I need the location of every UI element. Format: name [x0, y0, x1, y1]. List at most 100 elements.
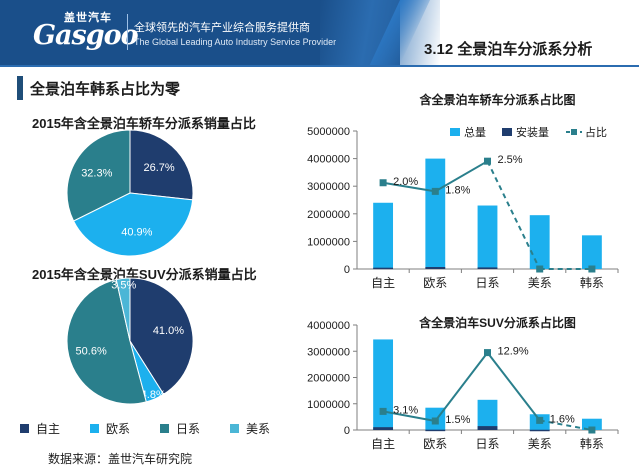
y-tick-label: 3000000: [307, 181, 350, 193]
bar-total: [477, 399, 498, 430]
share-marker: [379, 179, 387, 187]
pie-slice-label: 3.5%: [111, 279, 136, 291]
pie-slice-自主: [129, 129, 194, 201]
share-marker: [431, 417, 439, 425]
tagline-en: The Global Leading Auto Industry Service…: [134, 37, 337, 47]
pie-chart-suv: 41.0% 4.8% 50.6% 3.5%: [66, 277, 194, 405]
bar-installed: [529, 429, 550, 432]
share-data-label: 1.8%: [445, 184, 470, 196]
y-tick-label: 2000000: [307, 373, 350, 385]
bar-total: [373, 202, 394, 269]
legend-label: 欧系: [106, 422, 131, 436]
legend-swatch: [160, 424, 170, 433]
logo-cn-text: 盖世汽车: [64, 12, 112, 24]
share-line-segment: [382, 181, 436, 193]
pie-chart-2-title: 2015年含全景泊车SUV分派系销量占比: [32, 267, 257, 282]
y-tick-label: 3000000: [307, 346, 350, 358]
legend-label: 日系: [176, 422, 201, 436]
bar-chart-title: 含全景泊车SUV分派系占比图: [419, 315, 576, 330]
pie-slice-label: 50.6%: [76, 346, 107, 358]
data-source-note: 数据来源：盖世汽车研究院: [48, 452, 193, 466]
share-marker: [536, 416, 544, 424]
x-tick-label: 欧系: [423, 276, 447, 290]
x-tick-label: 自主: [371, 276, 395, 290]
legend-label-installed: 安装量: [516, 125, 549, 139]
y-tick-label: 5000000: [307, 126, 350, 138]
legend-label-total: 总量: [464, 125, 486, 139]
legend-swatch-installed: [502, 128, 512, 136]
y-tick-label: 4000000: [307, 154, 350, 166]
legend-marker-share: [571, 129, 577, 135]
bar-installed: [425, 429, 446, 432]
share-marker: [379, 407, 387, 415]
share-line-segment: [434, 160, 489, 193]
slide-title: 3.12 全景泊车分派系分析: [424, 41, 593, 58]
share-data-label: 1.5%: [445, 414, 470, 426]
share-line-segment: [486, 351, 541, 422]
legend-swatch: [20, 424, 29, 433]
pie-slice-日系: [66, 278, 147, 405]
x-tick-label: 自主: [371, 437, 395, 451]
pie-slice-美系: [115, 277, 131, 342]
bar-total: [529, 215, 550, 269]
legend-item: 欧系: [90, 420, 130, 437]
share-line-segment: [486, 160, 541, 270]
legend-label: 自主: [36, 422, 61, 436]
share-marker: [588, 426, 596, 434]
legend-label-share: 占比: [585, 125, 607, 139]
legend-item: 美系: [230, 420, 270, 437]
logo-divider: [127, 14, 128, 50]
share-marker: [588, 265, 596, 273]
share-data-label: 1.6%: [550, 413, 575, 425]
x-tick-label: 美系: [528, 437, 552, 451]
share-marker: [536, 265, 544, 273]
share-line-segment: [434, 351, 489, 422]
bar-installed: [373, 427, 394, 430]
pie-slice-label: 40.9%: [121, 226, 152, 238]
pie-chart-1-title: 2015年含全景泊车轿车分派系销量占比: [32, 116, 256, 131]
bar-total: [581, 418, 602, 430]
bar-installed: [477, 426, 498, 430]
legend-item: 日系: [160, 420, 200, 437]
bar-installed: [425, 267, 446, 269]
tagline-cn: 全球领先的汽车产业综合服务提供商: [134, 22, 310, 34]
legend-swatch: [90, 424, 100, 433]
y-tick-label: 1000000: [307, 236, 350, 248]
header: 盖世汽车 Gasgoo 全球领先的汽车产业综合服务提供商 The Global …: [0, 0, 639, 67]
bar-chart-sedan: 含全景泊车轿车分派系占比图 0 1000000 2000000 3000000 40000…: [307, 92, 619, 290]
pie-chart-sedan: 26.7% 40.9% 32.3%: [66, 129, 194, 257]
share-data-label: 3.1%: [393, 404, 418, 416]
pie-slice-label: 32.3%: [81, 167, 112, 179]
header-rule: [0, 65, 639, 67]
legend-swatch-total: [450, 128, 460, 136]
share-marker: [484, 157, 491, 165]
legend-swatch: [230, 424, 240, 433]
x-tick-label: 美系: [528, 276, 552, 290]
x-tick-label: 韩系: [580, 436, 604, 451]
gasgoo-logo: Gasgoo: [33, 20, 139, 51]
x-tick-label: 日系: [475, 276, 499, 290]
bar-chart-suv: 含全景泊车SUV分派系占比图 0 1000000 2000000 3000000 4000…: [307, 315, 619, 451]
pie-slice-欧系: [72, 192, 194, 257]
x-tick-label: 日系: [475, 437, 499, 451]
pie-slice-日系: [66, 129, 131, 222]
y-tick-label: 4000000: [307, 320, 350, 332]
bar-installed: [477, 267, 498, 269]
y-tick-label: 1000000: [307, 399, 350, 411]
share-marker: [431, 187, 439, 195]
bar-total: [477, 205, 498, 269]
share-data-label: 12.9%: [498, 346, 529, 358]
section-title: 全景泊车韩系占比为零: [30, 81, 181, 98]
share-line-segment: [382, 410, 436, 422]
x-tick-label: 欧系: [423, 437, 447, 451]
bar-total: [581, 235, 602, 269]
pie-legend: 自主 欧系 日系 美系: [20, 420, 270, 437]
share-marker: [484, 349, 491, 357]
legend-item: 自主: [20, 420, 60, 437]
share-data-label: 2.5%: [498, 154, 523, 166]
bar-total: [425, 158, 446, 269]
share-data-label: 2.0%: [393, 176, 418, 188]
bar-chart-title: 含全景泊车轿车分派系占比图: [419, 92, 575, 107]
pie-slice-label: 4.8%: [141, 389, 166, 401]
pie-slice-label: 41.0%: [153, 325, 184, 337]
